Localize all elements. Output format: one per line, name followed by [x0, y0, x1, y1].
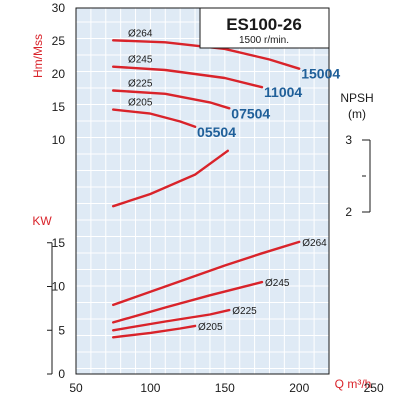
power-curve	[112, 324, 197, 339]
model-label-07504: 07504	[231, 105, 270, 121]
power-curve-diameter-label: Ø245	[265, 278, 290, 289]
power-curve-diameter-label: Ø205	[198, 322, 223, 333]
head-curve-05504	[112, 108, 197, 128]
npsh-tick-label: 3	[345, 133, 352, 147]
model-label-05504: 05504	[197, 124, 236, 140]
power-curve	[112, 308, 231, 332]
x-axis-label: Q m³/h	[335, 377, 372, 391]
axes: 50 100 150 200 250 10 15 20 25 30 0 5 10 15 2 3	[47, 1, 384, 395]
x-tick-label: 150	[215, 381, 235, 395]
x-tick-label: 250	[364, 381, 384, 395]
power-tick-label: 15	[52, 236, 66, 250]
curves	[112, 39, 301, 339]
head-axis-label: Hm/Mss	[31, 34, 45, 78]
power-curve	[112, 240, 301, 307]
power-curve-diameter-label: Ø225	[232, 306, 257, 317]
head-tick-label: 15	[52, 100, 66, 114]
npsh-axis-label: NPSH	[340, 91, 373, 105]
head-curve-15004	[112, 39, 301, 70]
model-label-15004: 15004	[301, 66, 340, 82]
plot-background	[76, 8, 329, 374]
model-label-11004: 11004	[264, 84, 302, 100]
head-tick-label: 30	[52, 1, 66, 15]
head-tick-label: 10	[52, 133, 66, 147]
power-tick-label: 5	[58, 323, 65, 337]
head-curve-diameter-label: Ø225	[128, 79, 153, 90]
npsh-tick-label: 2	[345, 205, 352, 219]
title-box: ES100-26 1500 r/min.	[199, 7, 330, 49]
power-curve-diameter-label: Ø264	[302, 238, 327, 249]
head-curve-diameter-label: Ø264	[128, 28, 153, 39]
chart-subtitle: 1500 r/min.	[239, 35, 289, 46]
head-curve-diameter-label: Ø245	[128, 55, 153, 66]
power-curve	[112, 280, 264, 324]
power-tick-label: 0	[58, 367, 65, 381]
x-tick-label: 200	[289, 381, 309, 395]
power-tick-label: 10	[52, 280, 66, 294]
x-tick-label: 50	[69, 381, 83, 395]
head-tick-label: 25	[52, 34, 66, 48]
npsh-axis-unit: (m)	[348, 107, 366, 121]
npsh-curve	[112, 149, 229, 208]
head-curve-11004	[112, 65, 264, 89]
curve-labels: Ø264 15004 Ø245 11004 Ø225 07504 Ø205 05504 Ø264…	[128, 28, 340, 333]
head-curve-diameter-label: Ø205	[128, 98, 153, 109]
grid	[76, 8, 330, 374]
x-tick-label: 100	[140, 381, 160, 395]
head-tick-label: 20	[52, 67, 66, 81]
power-axis-label: KW	[32, 214, 52, 228]
chart-title: ES100-26	[226, 15, 302, 34]
head-curve-07504	[112, 89, 231, 110]
